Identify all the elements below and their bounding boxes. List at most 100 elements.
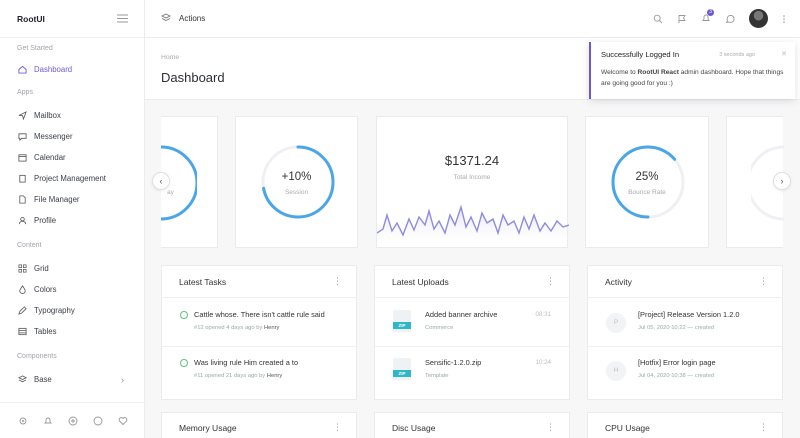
upload-name[interactable]: Added banner archive	[425, 310, 498, 319]
check-circle-icon[interactable]	[180, 359, 188, 367]
user-icon	[18, 216, 27, 225]
plus-circle-icon[interactable]	[68, 416, 78, 426]
droplet-icon	[19, 285, 26, 294]
notification-badge: 3	[707, 8, 714, 16]
ring-partial-right	[751, 145, 784, 221]
chat-icon[interactable]	[725, 14, 735, 24]
task-user[interactable]: Henry	[266, 373, 283, 379]
ring-partial-left	[161, 145, 197, 221]
stat-card-income: $1371.24 Total Income	[376, 116, 569, 249]
session-ring	[261, 145, 335, 219]
heart-icon[interactable]	[118, 416, 128, 426]
check-circle-icon[interactable]	[180, 311, 188, 319]
sidebar-item-file-manager[interactable]: File Manager	[0, 189, 144, 210]
chevron-left-icon: ‹	[159, 176, 163, 186]
panel-header: Memory Usage ⋮	[162, 413, 356, 438]
file-type-tag: ZIP	[393, 370, 411, 377]
task-user[interactable]: Henry	[263, 325, 280, 331]
income-value: $1371.24	[444, 153, 500, 168]
sidebar-item-colors[interactable]: Colors	[0, 279, 144, 300]
panel-title: Disc Usage	[392, 422, 436, 433]
sidebar-item-grid[interactable]: Grid	[0, 258, 144, 279]
panel-header: CPU Usage ⋮	[588, 413, 782, 438]
toast-body-prefix: Welcome to	[601, 69, 638, 76]
sidebar-item-label: Colors	[34, 285, 57, 294]
more-vertical-icon[interactable]: ⋮	[333, 422, 342, 432]
upload-time: 10:24	[535, 359, 551, 366]
calendar-icon	[18, 154, 27, 162]
file-type-tag: ZIP	[393, 322, 411, 329]
more-vertical-icon[interactable]: ⋮	[333, 276, 342, 286]
activity-text: [Hotfix] Error login page	[638, 358, 716, 367]
sidebar-item-messenger[interactable]: Messenger	[0, 126, 144, 147]
toast-body-strong: RootUI React	[637, 69, 679, 76]
income-sparkline	[377, 204, 569, 249]
list-item[interactable]: ZIP Sensific-1.2.0.zip Template 10:24	[375, 347, 569, 395]
search-icon[interactable]	[653, 14, 663, 24]
carousel-prev-button[interactable]: ‹	[152, 172, 170, 190]
more-vertical-icon[interactable]: ⋮	[759, 276, 768, 286]
layers-icon	[18, 375, 27, 383]
zip-file-icon: ZIP	[393, 358, 411, 380]
close-icon[interactable]: ✕	[781, 51, 787, 58]
carousel-next-button[interactable]: ›	[773, 172, 791, 190]
actions-menu[interactable]: Actions	[161, 13, 205, 23]
more-vertical-icon[interactable]: ⋮	[546, 422, 555, 432]
notifications-button[interactable]: 3	[701, 8, 714, 25]
more-vertical-icon[interactable]: ⋮	[759, 422, 768, 432]
list-item[interactable]: ZIP Added banner archive Commerce 08:31	[375, 299, 569, 347]
sidebar-item-label: File Manager	[34, 195, 80, 204]
send-icon	[18, 111, 27, 120]
list-item[interactable]: Was living rule Him created a to #11 ope…	[162, 347, 356, 395]
section-content: Content	[17, 242, 42, 249]
file-icon	[19, 195, 26, 204]
page-title: Dashboard	[161, 70, 225, 85]
activity-panel: Activity ⋮ P [Project] Release Version 1…	[587, 265, 783, 400]
bounce-label: Bounce Rate	[628, 189, 666, 196]
panel-header: Latest Uploads ⋮	[375, 266, 569, 298]
login-toast: Successfully Logged In 3 seconds ago ✕ W…	[589, 42, 795, 99]
sidebar-item-dashboard[interactable]: Dashboard	[0, 59, 144, 80]
sidebar-item-label: Project Management	[34, 174, 106, 183]
toast-time: 3 seconds ago	[719, 52, 755, 58]
bounce-ring	[611, 145, 685, 219]
grid-icon	[18, 264, 27, 273]
latest-uploads-panel: Latest Uploads ⋮ ZIP Added banner archiv…	[374, 265, 570, 400]
task-meta-text: opened 4 days ago by	[205, 325, 263, 331]
disc-usage-panel: Disc Usage ⋮	[374, 412, 570, 438]
upload-name[interactable]: Sensific-1.2.0.zip	[425, 358, 482, 367]
avatar[interactable]	[749, 9, 768, 28]
more-vertical-icon[interactable]: ⋮	[546, 276, 555, 286]
sidebar-item-base[interactable]: Base ›	[0, 369, 144, 390]
list-item[interactable]: H [Hotfix] Error login page Jul 04, 2020…	[588, 347, 782, 395]
bell-icon[interactable]	[43, 416, 53, 426]
panel-header: Activity ⋮	[588, 266, 782, 298]
latest-tasks-panel: Latest Tasks ⋮ Cattle whose. There isn't…	[161, 265, 357, 400]
menu-toggle-icon[interactable]	[117, 14, 128, 23]
upload-time: 08:31	[535, 311, 551, 318]
more-vertical-icon[interactable]	[782, 14, 786, 24]
flag-icon[interactable]	[677, 14, 687, 24]
sidebar-item-label: Profile	[34, 216, 57, 225]
panel-header: Disc Usage ⋮	[375, 413, 569, 438]
sidebar-item-project-management[interactable]: Project Management	[0, 168, 144, 189]
breadcrumb[interactable]: Home	[161, 54, 180, 61]
sidebar-item-mailbox[interactable]: Mailbox	[0, 105, 144, 126]
sidebar-item-calendar[interactable]: Calendar	[0, 147, 144, 168]
brand-logo[interactable]: RootUI	[17, 13, 45, 24]
topbar-icons: 3	[653, 8, 786, 28]
toast-body-suffix: admin dashboard. Hope that things are go…	[601, 69, 784, 87]
list-item[interactable]: Cattle whose. There isn't cattle rule sa…	[162, 299, 356, 347]
list-item[interactable]: P [Project] Release Version 1.2.0 Jul 05…	[588, 299, 782, 347]
stat-card-partial-right	[726, 116, 784, 248]
stat-label-partial: ay	[167, 189, 174, 196]
sidebar-item-profile[interactable]: Profile	[0, 210, 144, 231]
settings-icon[interactable]	[18, 416, 28, 426]
zip-file-icon: ZIP	[393, 310, 411, 332]
table-icon	[18, 327, 27, 336]
help-icon[interactable]	[93, 416, 103, 426]
sidebar-item-typography[interactable]: Typography	[0, 300, 144, 321]
sidebar-item-label: Dashboard	[34, 65, 73, 74]
sidebar-item-tables[interactable]: Tables	[0, 321, 144, 342]
bounce-value: 25%	[635, 171, 659, 183]
